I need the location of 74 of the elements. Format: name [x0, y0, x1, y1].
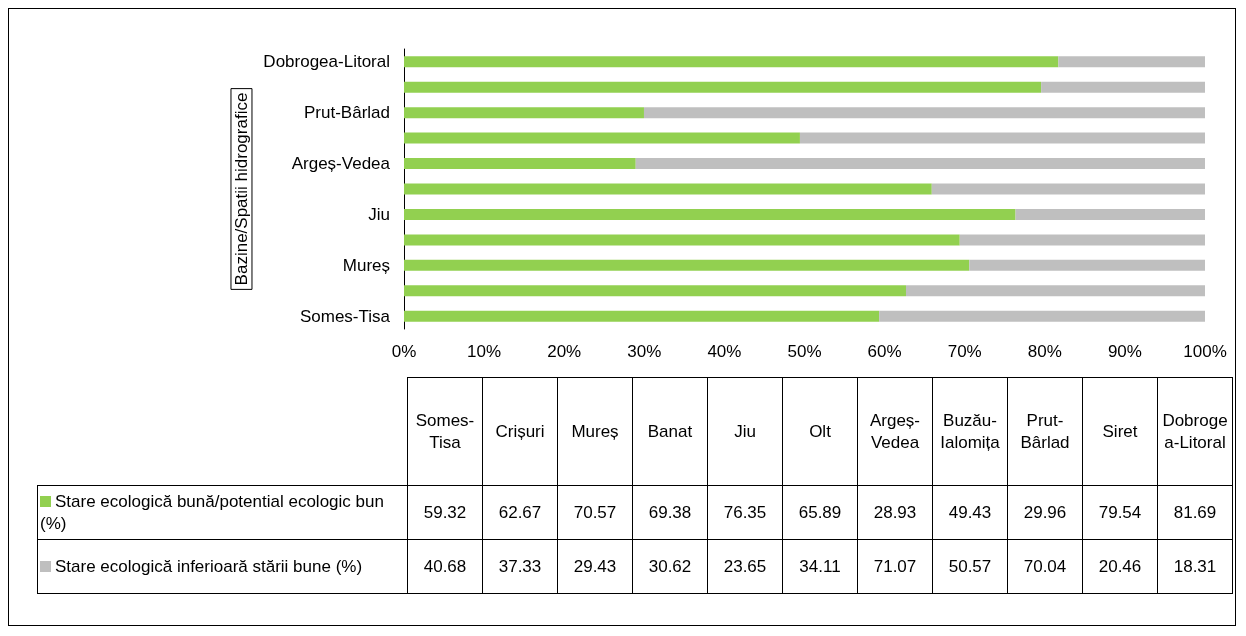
data-label: 28.93 [857, 485, 933, 540]
y-tick-label: Mureș [342, 255, 390, 275]
bar [879, 310, 1205, 322]
data-label: 29.43 [557, 539, 633, 594]
data-label: 23.65 [707, 539, 783, 594]
data-label: 71.07 [857, 539, 933, 594]
y-tick-label: Dobrogea-Litoral [263, 52, 390, 72]
bar [905, 285, 1205, 297]
y-tick-label: Somes-Tisa [299, 306, 391, 326]
data-label: 40.68 [407, 539, 483, 594]
legend-label: Stare ecologică inferioară stării bune (%) [55, 556, 363, 576]
data-label: 65.89 [782, 485, 858, 540]
x-tick-label: 30% [627, 342, 662, 361]
bar [404, 310, 880, 322]
bar [1041, 81, 1205, 93]
bar [404, 158, 636, 170]
category-label: Prut-Bârlad [1007, 377, 1083, 486]
x-tick-label: 90% [1107, 342, 1142, 361]
legend-label: Stare ecologică bună/potential ecologic bun (%) [40, 491, 384, 533]
data-label: 34.11 [782, 539, 858, 594]
bar [1058, 56, 1205, 68]
data-label: 70.04 [1007, 539, 1083, 594]
bar [404, 208, 1016, 220]
data-label: 70.57 [557, 485, 633, 540]
category-label: Argeș-Vedea [857, 377, 933, 486]
bar [643, 107, 1205, 119]
data-label: 49.43 [932, 485, 1008, 540]
data-label: 18.31 [1157, 539, 1233, 594]
bar [404, 234, 960, 246]
data-label: 69.38 [632, 485, 708, 540]
category-label: Olt [782, 377, 858, 486]
bar [799, 132, 1205, 144]
bar [404, 81, 1042, 93]
x-tick-label: 80% [1027, 342, 1062, 361]
x-tick-label: 60% [867, 342, 902, 361]
bar [404, 183, 932, 195]
category-label: Buzău-Ialomița [932, 377, 1008, 486]
x-tick-label: 20% [547, 342, 582, 361]
x-tick-label: 0% [391, 342, 417, 361]
x-tick-label: 40% [707, 342, 742, 361]
bar [404, 56, 1059, 68]
category-label: Crișuri [482, 377, 558, 486]
bar [404, 259, 970, 271]
x-tick-label: 70% [947, 342, 982, 361]
y-tick-label: Prut-Bârlad [304, 103, 390, 123]
category-label: Banat [632, 377, 708, 486]
category-label: Dobrogea-Litoral [1157, 377, 1233, 486]
category-label: Jiu [707, 377, 783, 486]
data-label: 29.96 [1007, 485, 1083, 540]
category-label: Siret [1082, 377, 1158, 486]
data-label: 50.57 [932, 539, 1008, 594]
bar [404, 285, 906, 297]
bar [635, 158, 1205, 170]
bar [404, 107, 644, 119]
bar [959, 234, 1205, 246]
data-label: 81.69 [1157, 485, 1233, 540]
data-label: 76.35 [707, 485, 783, 540]
data-label: 59.32 [407, 485, 483, 540]
x-tick-label: 50% [787, 342, 822, 361]
data-label: 37.33 [482, 539, 558, 594]
bar [931, 183, 1205, 195]
bar [1015, 208, 1205, 220]
bar [404, 132, 800, 144]
y-axis-title: Bazine/Spatii hidrografice [231, 92, 251, 286]
data-label: 30.62 [632, 539, 708, 594]
y-tick-label: Argeș-Vedea [291, 154, 391, 174]
bar [969, 259, 1205, 271]
category-label: Mureș [557, 377, 633, 486]
x-tick-label: 100% [1183, 342, 1227, 361]
y-tick-label: Jiu [368, 204, 390, 224]
data-label: 20.46 [1082, 539, 1158, 594]
x-tick-label: 10% [467, 342, 502, 361]
data-label: 79.54 [1082, 485, 1158, 540]
data-label: 62.67 [482, 485, 558, 540]
